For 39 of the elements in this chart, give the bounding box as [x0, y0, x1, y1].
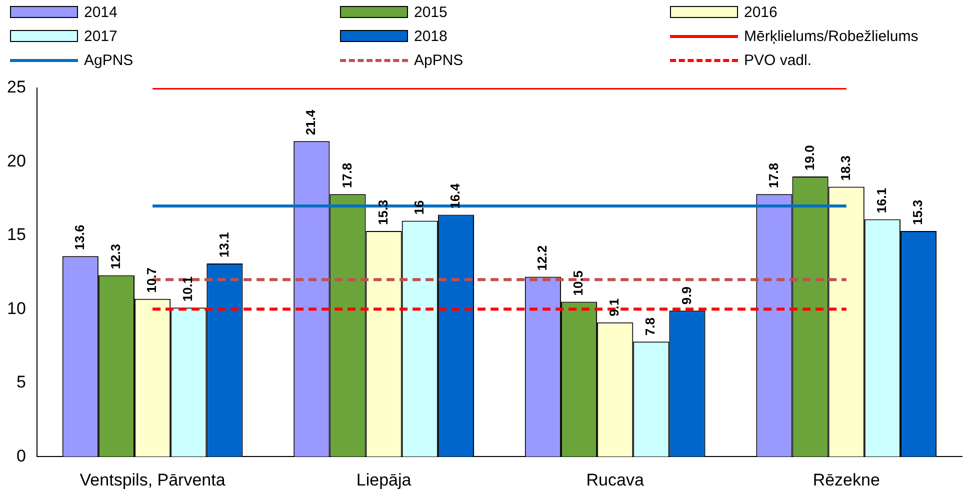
x-tick-label: Rēzekne — [812, 470, 880, 490]
data-label: 15.3 — [375, 200, 390, 226]
data-label: 15.3 — [910, 200, 926, 226]
legend-label: ApPNS — [414, 52, 464, 68]
data-label: 10.1 — [180, 276, 196, 302]
data-label: 18.3 — [838, 155, 853, 181]
data-label: 17.8 — [339, 162, 354, 188]
data-label: 13.1 — [216, 232, 232, 258]
y-tick-label: 25 — [6, 78, 26, 97]
legend-label: 2018 — [414, 28, 448, 44]
data-label: 13.6 — [72, 224, 87, 250]
data-label: 19.0 — [802, 145, 817, 170]
data-label: 7.8 — [642, 318, 658, 336]
data-label: 9.1 — [606, 298, 622, 316]
data-label: 21.4 — [303, 109, 318, 136]
y-tick-label: 0 — [16, 446, 26, 466]
legend-label: Mērķlielums/Robežlielums — [744, 28, 918, 44]
data-label: 12.2 — [534, 245, 550, 271]
data-label: 17.8 — [766, 162, 781, 188]
legend-label: AgPNS — [84, 52, 134, 68]
data-label: 10.5 — [570, 270, 586, 296]
data-label: 16.4 — [448, 182, 463, 209]
legend-label: 2015 — [414, 4, 448, 20]
legend-label: 2017 — [84, 28, 118, 44]
y-tick-label: 15 — [6, 225, 26, 244]
x-tick-label: Liepāja — [356, 470, 412, 490]
legend-label: 2014 — [84, 4, 118, 20]
x-tick-label: Rucava — [586, 470, 644, 490]
data-label: 16.1 — [874, 188, 890, 214]
y-tick-label: 10 — [6, 298, 26, 318]
data-label: 9.9 — [678, 286, 694, 305]
y-tick-label: 20 — [6, 151, 26, 170]
x-tick-label: Ventspils, Pārventa — [80, 470, 226, 490]
data-label: 16 — [411, 200, 426, 215]
legend-label: PVO vadl. — [744, 52, 812, 68]
data-label: 12.3 — [108, 244, 124, 270]
legend-label: 2016 — [744, 4, 778, 20]
y-tick-label: 5 — [16, 372, 26, 392]
data-label: 10.7 — [144, 268, 160, 293]
